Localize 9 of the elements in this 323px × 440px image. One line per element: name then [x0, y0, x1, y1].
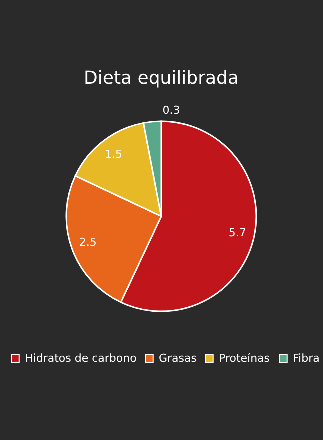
- data-label: 5.7: [228, 226, 246, 240]
- legend-label: Proteínas: [219, 352, 270, 365]
- legend-label: Grasas: [159, 352, 198, 365]
- data-label: 0.3: [162, 104, 180, 117]
- chart-title: Dieta equilibrada: [84, 68, 239, 89]
- legend-label: Hidratos de carbono: [25, 352, 138, 365]
- data-label: 2.5: [79, 236, 97, 249]
- data-label: 1.5: [104, 148, 122, 161]
- legend-label: Fibra: [293, 352, 320, 365]
